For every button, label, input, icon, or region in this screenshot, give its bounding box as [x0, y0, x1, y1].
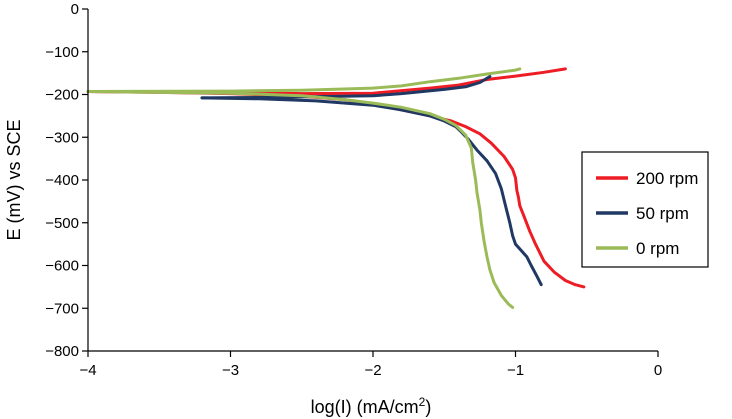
- series-line-50-rpm-cathodic: [200, 96, 543, 287]
- ticks-layer: 0 −100 −200 −300 −400 −500 −600 −700 −800−4 −3 −2 −…: [45, 1, 662, 379]
- y-tick-label: −100: [45, 44, 79, 61]
- x-tick-label: −2: [364, 362, 381, 379]
- x-axis-title-superscript: 2: [419, 395, 426, 409]
- y-tick-label: −400: [45, 172, 79, 189]
- series-line-50-rpm-anodic: [200, 75, 492, 100]
- y-tick-label: −600: [45, 258, 79, 275]
- y-tick-label: −500: [45, 215, 79, 232]
- series-line-0-rpm-cathodic: [86, 90, 515, 309]
- legend-label-200-rpm: 200 rpm: [636, 169, 698, 188]
- legend-label-0-rpm: 0 rpm: [636, 239, 679, 258]
- y-tick-label: −300: [45, 129, 79, 146]
- x-tick-label: −4: [79, 362, 96, 379]
- y-tick-label: −800: [45, 343, 79, 360]
- x-tick-label: −3: [222, 362, 239, 379]
- y-axis-title: E (mV) vs SCE: [4, 119, 24, 240]
- y-tick-label: 0: [71, 1, 79, 18]
- y-tick-label: −700: [45, 300, 79, 317]
- x-tick-label: 0: [654, 362, 662, 379]
- series-line-0-rpm-anodic: [86, 67, 522, 93]
- axes-layer: [87, 9, 658, 352]
- x-tick-label: −1: [507, 362, 524, 379]
- legend: 200 rpm 50 rpm 0 rpm: [581, 151, 709, 268]
- y-tick-label: −200: [45, 87, 79, 104]
- series-line-200-rpm-cathodic: [86, 90, 586, 289]
- legend-label-50-rpm: 50 rpm: [636, 204, 689, 223]
- series-layer: [86, 67, 586, 309]
- x-axis-title: log(I) (mA/cm2): [311, 395, 432, 417]
